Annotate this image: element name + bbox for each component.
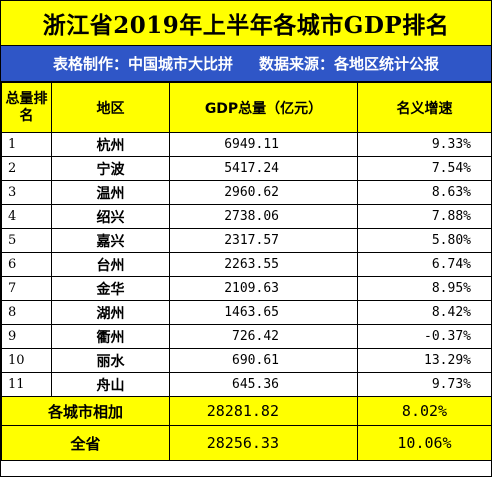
city-cell: 舟山 bbox=[51, 372, 170, 397]
table-row: 9 衢州 726.42 -0.37% bbox=[1, 324, 492, 349]
rank-cell: 9 bbox=[1, 324, 52, 349]
city-cell: 宁波 bbox=[51, 156, 170, 181]
city-cell: 绍兴 bbox=[51, 204, 170, 229]
total-gdp: 28256.33 bbox=[169, 425, 358, 461]
rank-cell: 6 bbox=[1, 252, 52, 277]
table-row: 7 金华 2109.63 8.95% bbox=[1, 276, 492, 301]
growth-cell: 8.95% bbox=[357, 276, 492, 301]
gdp-cell: 726.42 bbox=[169, 324, 358, 349]
growth-cell: 8.42% bbox=[357, 300, 492, 325]
rank-cell: 5 bbox=[1, 228, 52, 253]
growth-cell: 6.74% bbox=[357, 252, 492, 277]
city-cell: 金华 bbox=[51, 276, 170, 301]
table-row: 1 杭州 6949.11 9.33% bbox=[1, 132, 492, 157]
gdp-cell: 2109.63 bbox=[169, 276, 358, 301]
source-line: 表格制作：中国城市大比拼 数据来源：各地区统计公报 bbox=[1, 46, 491, 82]
rank-cell: 2 bbox=[1, 156, 52, 181]
growth-cell: 7.88% bbox=[357, 204, 492, 229]
gdp-table: 总量排名 地区 GDP总量（亿元） 名义增速 1 杭州 6949.11 9.33% 2 宁… bbox=[1, 82, 492, 461]
gdp-cell: 645.36 bbox=[169, 372, 358, 397]
growth-cell: 8.63% bbox=[357, 180, 492, 205]
table-row: 11 舟山 645.36 9.73% bbox=[1, 372, 492, 397]
growth-cell: 9.73% bbox=[357, 372, 492, 397]
header-gdp: GDP总量（亿元） bbox=[169, 82, 358, 133]
gdp-cell: 2738.06 bbox=[169, 204, 358, 229]
growth-cell: 13.29% bbox=[357, 348, 492, 373]
page-title: 浙江省2019年上半年各城市GDP排名 bbox=[1, 1, 491, 46]
rank-cell: 10 bbox=[1, 348, 52, 373]
growth-cell: 7.54% bbox=[357, 156, 492, 181]
city-cell: 湖州 bbox=[51, 300, 170, 325]
gdp-cell: 2263.55 bbox=[169, 252, 358, 277]
city-cell: 台州 bbox=[51, 252, 170, 277]
header-growth: 名义增速 bbox=[357, 82, 492, 133]
rank-cell: 11 bbox=[1, 372, 52, 397]
total-row: 全省 28256.33 10.06% bbox=[1, 425, 492, 461]
rank-cell: 7 bbox=[1, 276, 52, 301]
growth-cell: 5.80% bbox=[357, 228, 492, 253]
total-growth: 8.02% bbox=[357, 396, 492, 426]
total-growth: 10.06% bbox=[357, 425, 492, 461]
rank-cell: 3 bbox=[1, 180, 52, 205]
table-row: 10 丽水 690.61 13.29% bbox=[1, 348, 492, 373]
gdp-cell: 690.61 bbox=[169, 348, 358, 373]
gdp-cell: 2960.62 bbox=[169, 180, 358, 205]
growth-cell: -0.37% bbox=[357, 324, 492, 349]
table-row: 6 台州 2263.55 6.74% bbox=[1, 252, 492, 277]
table-row: 3 温州 2960.62 8.63% bbox=[1, 180, 492, 205]
city-cell: 嘉兴 bbox=[51, 228, 170, 253]
table-row: 8 湖州 1463.65 8.42% bbox=[1, 300, 492, 325]
city-cell: 衢州 bbox=[51, 324, 170, 349]
table-header-row: 总量排名 地区 GDP总量（亿元） 名义增速 bbox=[1, 82, 492, 133]
total-label: 各城市相加 bbox=[1, 396, 170, 426]
rank-cell: 1 bbox=[1, 132, 52, 157]
city-cell: 杭州 bbox=[51, 132, 170, 157]
header-region: 地区 bbox=[51, 82, 170, 133]
gdp-cell: 1463.65 bbox=[169, 300, 358, 325]
city-cell: 丽水 bbox=[51, 348, 170, 373]
total-label: 全省 bbox=[1, 425, 170, 461]
total-gdp: 28281.82 bbox=[169, 396, 358, 426]
gdp-cell: 6949.11 bbox=[169, 132, 358, 157]
gdp-cell: 2317.57 bbox=[169, 228, 358, 253]
table-row: 4 绍兴 2738.06 7.88% bbox=[1, 204, 492, 229]
total-row: 各城市相加 28281.82 8.02% bbox=[1, 396, 492, 426]
rank-cell: 8 bbox=[1, 300, 52, 325]
header-rank: 总量排名 bbox=[1, 82, 52, 133]
table-row: 2 宁波 5417.24 7.54% bbox=[1, 156, 492, 181]
growth-cell: 9.33% bbox=[357, 132, 492, 157]
rank-cell: 4 bbox=[1, 204, 52, 229]
table-row: 5 嘉兴 2317.57 5.80% bbox=[1, 228, 492, 253]
gdp-cell: 5417.24 bbox=[169, 156, 358, 181]
city-cell: 温州 bbox=[51, 180, 170, 205]
